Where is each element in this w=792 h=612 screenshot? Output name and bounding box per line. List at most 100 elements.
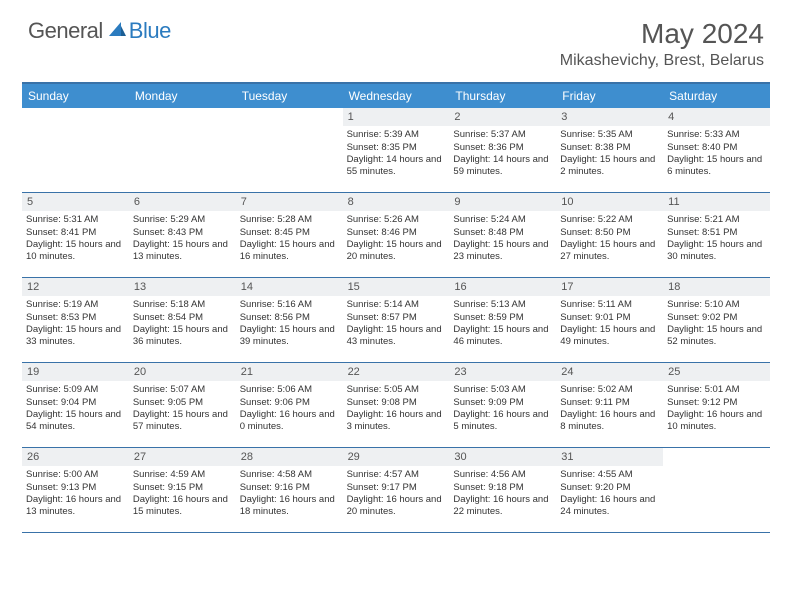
day-cell: 10Sunrise: 5:22 AMSunset: 8:50 PMDayligh… <box>556 193 663 277</box>
day-cell: 28Sunrise: 4:58 AMSunset: 9:16 PMDayligh… <box>236 448 343 532</box>
daylight-text: Daylight: 15 hours and 39 minutes. <box>240 324 339 349</box>
daylight-text: Daylight: 16 hours and 15 minutes. <box>133 494 232 519</box>
day-number: 6 <box>129 193 236 211</box>
daylight-text: Daylight: 16 hours and 13 minutes. <box>26 494 125 519</box>
sunrise-text: Sunrise: 5:31 AM <box>26 214 125 226</box>
day-cell: 18Sunrise: 5:10 AMSunset: 9:02 PMDayligh… <box>663 278 770 362</box>
day-number <box>663 448 770 466</box>
day-cell: 6Sunrise: 5:29 AMSunset: 8:43 PMDaylight… <box>129 193 236 277</box>
sunset-text: Sunset: 9:06 PM <box>240 397 339 409</box>
day-number: 26 <box>22 448 129 466</box>
day-cell <box>663 448 770 532</box>
daylight-text: Daylight: 15 hours and 49 minutes. <box>560 324 659 349</box>
sunset-text: Sunset: 9:02 PM <box>667 312 766 324</box>
sunset-text: Sunset: 9:16 PM <box>240 482 339 494</box>
daylight-text: Daylight: 15 hours and 6 minutes. <box>667 154 766 179</box>
sunset-text: Sunset: 8:46 PM <box>347 227 446 239</box>
sunrise-text: Sunrise: 4:59 AM <box>133 469 232 481</box>
sunrise-text: Sunrise: 5:13 AM <box>453 299 552 311</box>
day-cell: 29Sunrise: 4:57 AMSunset: 9:17 PMDayligh… <box>343 448 450 532</box>
daylight-text: Daylight: 15 hours and 36 minutes. <box>133 324 232 349</box>
sunrise-text: Sunrise: 4:57 AM <box>347 469 446 481</box>
day-number: 7 <box>236 193 343 211</box>
sunset-text: Sunset: 9:11 PM <box>560 397 659 409</box>
daylight-text: Daylight: 16 hours and 10 minutes. <box>667 409 766 434</box>
day-cell: 9Sunrise: 5:24 AMSunset: 8:48 PMDaylight… <box>449 193 556 277</box>
sunrise-text: Sunrise: 5:29 AM <box>133 214 232 226</box>
day-number <box>236 108 343 126</box>
sunrise-text: Sunrise: 5:21 AM <box>667 214 766 226</box>
sunset-text: Sunset: 9:13 PM <box>26 482 125 494</box>
day-cell: 13 Sunrise: 5:18 AMSunset: 8:54 PMDayligh… <box>129 278 236 362</box>
sunrise-text: Sunrise: 5:26 AM <box>347 214 446 226</box>
logo: General Blue <box>28 18 171 44</box>
week-row: 5Sunrise: 5:31 AMSunset: 8:41 PMDaylight… <box>22 193 770 278</box>
day-cell: 14Sunrise: 5:16 AMSunset: 8:56 PMDayligh… <box>236 278 343 362</box>
daylight-text: Daylight: 16 hours and 3 minutes. <box>347 409 446 434</box>
day-cell: 31Sunrise: 4:55 AMSunset: 9:20 PMDayligh… <box>556 448 663 532</box>
daylight-text: Daylight: 15 hours and 13 minutes. <box>133 239 232 264</box>
day-number: 27 <box>129 448 236 466</box>
day-number: 18 <box>663 278 770 296</box>
sunrise-text: Sunrise: 5:18 AM <box>133 299 232 311</box>
daylight-text: Daylight: 15 hours and 54 minutes. <box>26 409 125 434</box>
week-row: 1Sunrise: 5:39 AMSunset: 8:35 PMDaylight… <box>22 108 770 193</box>
sunrise-text: Sunrise: 5:01 AM <box>667 384 766 396</box>
day-cell: 24Sunrise: 5:02 AMSunset: 9:11 PMDayligh… <box>556 363 663 447</box>
sunset-text: Sunset: 9:08 PM <box>347 397 446 409</box>
daylight-text: Daylight: 14 hours and 55 minutes. <box>347 154 446 179</box>
sunrise-text: Sunrise: 5:19 AM <box>26 299 125 311</box>
sunset-text: Sunset: 8:57 PM <box>347 312 446 324</box>
sunset-text: Sunset: 8:53 PM <box>26 312 125 324</box>
sunset-text: Sunset: 8:54 PM <box>133 312 232 324</box>
day-number: 4 <box>663 108 770 126</box>
day-number: 15 <box>343 278 450 296</box>
day-number: 10 <box>556 193 663 211</box>
sunset-text: Sunset: 8:51 PM <box>667 227 766 239</box>
daylight-text: Daylight: 15 hours and 30 minutes. <box>667 239 766 264</box>
day-cell: 15Sunrise: 5:14 AMSunset: 8:57 PMDayligh… <box>343 278 450 362</box>
sunset-text: Sunset: 8:40 PM <box>667 142 766 154</box>
logo-sail-icon <box>107 20 127 43</box>
day-number <box>22 108 129 126</box>
dow-monday: Monday <box>129 84 236 108</box>
sunrise-text: Sunrise: 5:06 AM <box>240 384 339 396</box>
daylight-text: Daylight: 15 hours and 10 minutes. <box>26 239 125 264</box>
sunset-text: Sunset: 9:20 PM <box>560 482 659 494</box>
day-number: 16 <box>449 278 556 296</box>
sunset-text: Sunset: 9:04 PM <box>26 397 125 409</box>
sunrise-text: Sunrise: 5:37 AM <box>453 129 552 141</box>
day-cell: 25Sunrise: 5:01 AMSunset: 9:12 PMDayligh… <box>663 363 770 447</box>
day-number: 8 <box>343 193 450 211</box>
sunset-text: Sunset: 8:48 PM <box>453 227 552 239</box>
sunset-text: Sunset: 8:59 PM <box>453 312 552 324</box>
sunrise-text: Sunrise: 5:10 AM <box>667 299 766 311</box>
sunrise-text: Sunrise: 5:39 AM <box>347 129 446 141</box>
sunrise-text: Sunrise: 5:02 AM <box>560 384 659 396</box>
daylight-text: Daylight: 16 hours and 5 minutes. <box>453 409 552 434</box>
day-number: 19 <box>22 363 129 381</box>
sunset-text: Sunset: 9:05 PM <box>133 397 232 409</box>
dow-thursday: Thursday <box>449 84 556 108</box>
day-cell: 19Sunrise: 5:09 AMSunset: 9:04 PMDayligh… <box>22 363 129 447</box>
day-number: 29 <box>343 448 450 466</box>
sunset-text: Sunset: 8:41 PM <box>26 227 125 239</box>
daylight-text: Daylight: 14 hours and 59 minutes. <box>453 154 552 179</box>
day-number: 24 <box>556 363 663 381</box>
sunrise-text: Sunrise: 5:07 AM <box>133 384 232 396</box>
day-cell: 26Sunrise: 5:00 AMSunset: 9:13 PMDayligh… <box>22 448 129 532</box>
daylight-text: Daylight: 16 hours and 22 minutes. <box>453 494 552 519</box>
day-number: 21 <box>236 363 343 381</box>
day-cell <box>22 108 129 192</box>
day-cell: 5Sunrise: 5:31 AMSunset: 8:41 PMDaylight… <box>22 193 129 277</box>
week-row: 12Sunrise: 5:19 AMSunset: 8:53 PMDayligh… <box>22 278 770 363</box>
sunset-text: Sunset: 9:18 PM <box>453 482 552 494</box>
day-number: 13 <box>129 278 236 296</box>
sunrise-text: Sunrise: 5:14 AM <box>347 299 446 311</box>
day-number: 25 <box>663 363 770 381</box>
day-of-week-header: Sunday Monday Tuesday Wednesday Thursday… <box>22 84 770 108</box>
daylight-text: Daylight: 15 hours and 16 minutes. <box>240 239 339 264</box>
sunrise-text: Sunrise: 4:56 AM <box>453 469 552 481</box>
day-cell: 23Sunrise: 5:03 AMSunset: 9:09 PMDayligh… <box>449 363 556 447</box>
day-number: 11 <box>663 193 770 211</box>
